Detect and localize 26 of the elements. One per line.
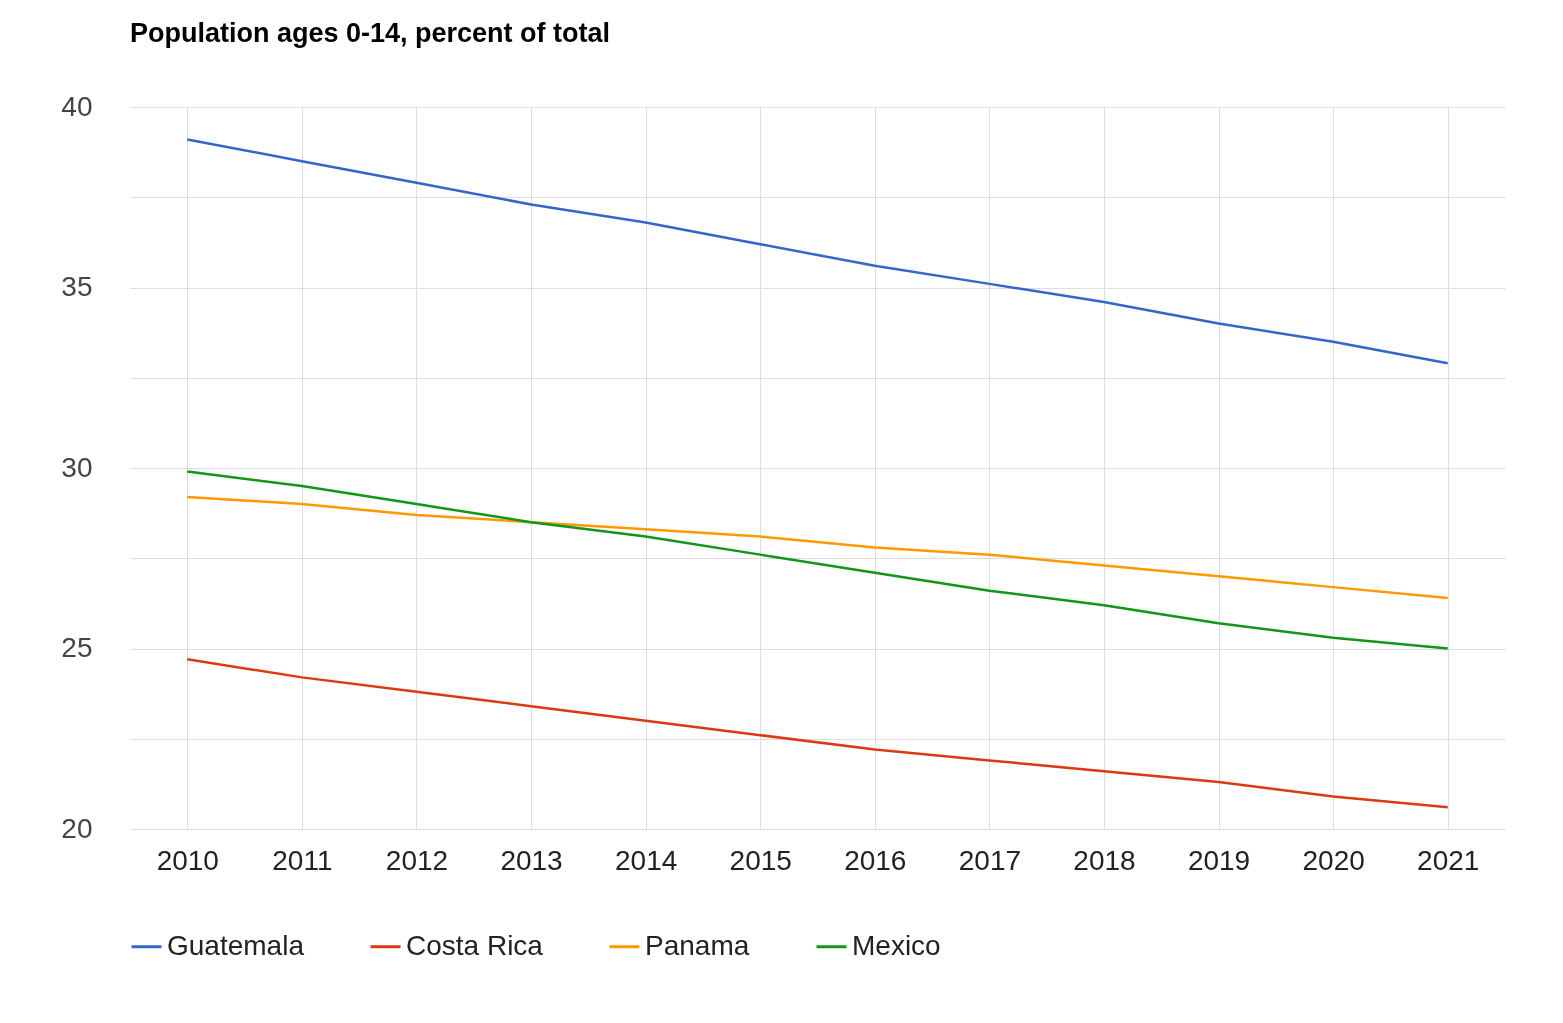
line-series [186, 138, 1449, 365]
y-tick-label: 35 [61, 271, 93, 302]
line-series [186, 495, 1449, 600]
x-tick-label: 2018 [1073, 844, 1136, 876]
legend-label: Panama [645, 929, 750, 961]
y-tick-label: 25 [61, 632, 93, 663]
chart-title: Population ages 0-14, percent of total [130, 18, 611, 48]
x-tick-label: 2010 [156, 844, 219, 876]
x-tick-label: 2015 [729, 844, 792, 876]
x-tick-label: 2021 [1417, 844, 1480, 876]
x-tick-label: 2019 [1187, 844, 1251, 876]
legend-label: Costa Rica [406, 929, 544, 961]
x-tick-label: 2012 [385, 844, 449, 876]
x-tick-label: 2013 [500, 844, 563, 876]
line-series [186, 658, 1449, 809]
x-tick-label: 2016 [844, 844, 907, 876]
y-tick-label: 40 [61, 90, 93, 122]
x-tick-label: 2020 [1302, 844, 1365, 876]
y-tick-label: 20 [61, 812, 93, 844]
x-tick-label: 2014 [614, 844, 678, 876]
y-tick-label: 30 [61, 451, 93, 483]
legend-label: Guatemala [167, 929, 305, 961]
line-series [186, 470, 1449, 650]
x-tick-label: 2011 [272, 844, 333, 876]
x-tick-label: 2017 [958, 844, 1022, 876]
legend-label: Mexico [852, 929, 941, 961]
